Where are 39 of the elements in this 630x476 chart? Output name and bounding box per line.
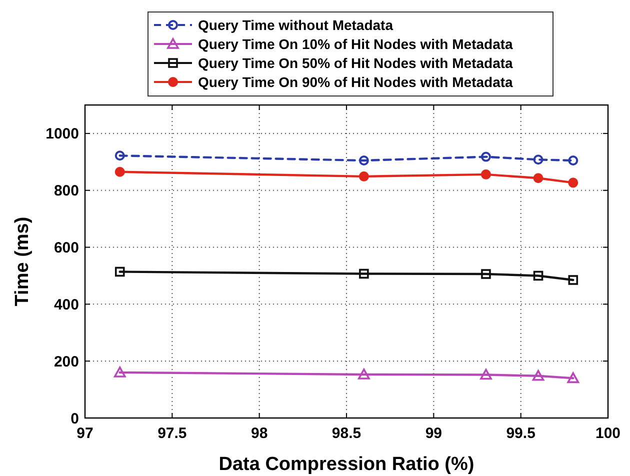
- point: [358, 155, 369, 166]
- legend-label: Query Time On 90% of Hit Nodes with Metadata: [198, 74, 514, 90]
- y-tick-label: 400: [54, 296, 79, 314]
- point: [567, 372, 580, 384]
- point: [480, 152, 491, 162]
- legend-label: Query Time without Metadata: [198, 16, 394, 33]
- y-tick-label: 200: [54, 353, 79, 370]
- point: [568, 275, 578, 285]
- x-tick-label: 100: [595, 425, 621, 442]
- point: [114, 150, 125, 161]
- point: [480, 368, 492, 380]
- y-tick-label: 0: [70, 410, 79, 428]
- point: [114, 266, 125, 277]
- x-tick-label: 98: [250, 425, 268, 442]
- x-tick-label: 99.5: [506, 425, 536, 442]
- x-tick-label: 98.5: [332, 425, 362, 442]
- x-tick-label: 97.5: [158, 425, 187, 442]
- y-tick-label: 1000: [46, 126, 79, 143]
- point: [114, 366, 126, 378]
- point: [568, 155, 578, 166]
- point: [481, 269, 491, 279]
- point: [533, 270, 544, 281]
- point: [358, 171, 369, 182]
- legend-label: Query Time On 10% of Hit Nodes with Metadata: [198, 36, 514, 52]
- y-tick-label: 600: [54, 240, 79, 257]
- legend-label: Query Time On 50% of Hit Nodes with Metadata: [198, 54, 514, 71]
- point: [359, 268, 369, 279]
- y-axis-title: Time (ms): [12, 216, 33, 306]
- x-tick-label: 99: [425, 425, 442, 442]
- point: [533, 154, 544, 165]
- x-tick-label: 97: [76, 425, 94, 442]
- point: [358, 368, 370, 380]
- x-axis-title: Data Compression Ratio (%): [218, 454, 474, 475]
- point: [533, 173, 544, 184]
- y-tick-label: 800: [54, 182, 79, 200]
- point: [480, 169, 491, 180]
- point: [532, 370, 544, 381]
- point: [114, 166, 125, 177]
- point: [568, 178, 578, 188]
